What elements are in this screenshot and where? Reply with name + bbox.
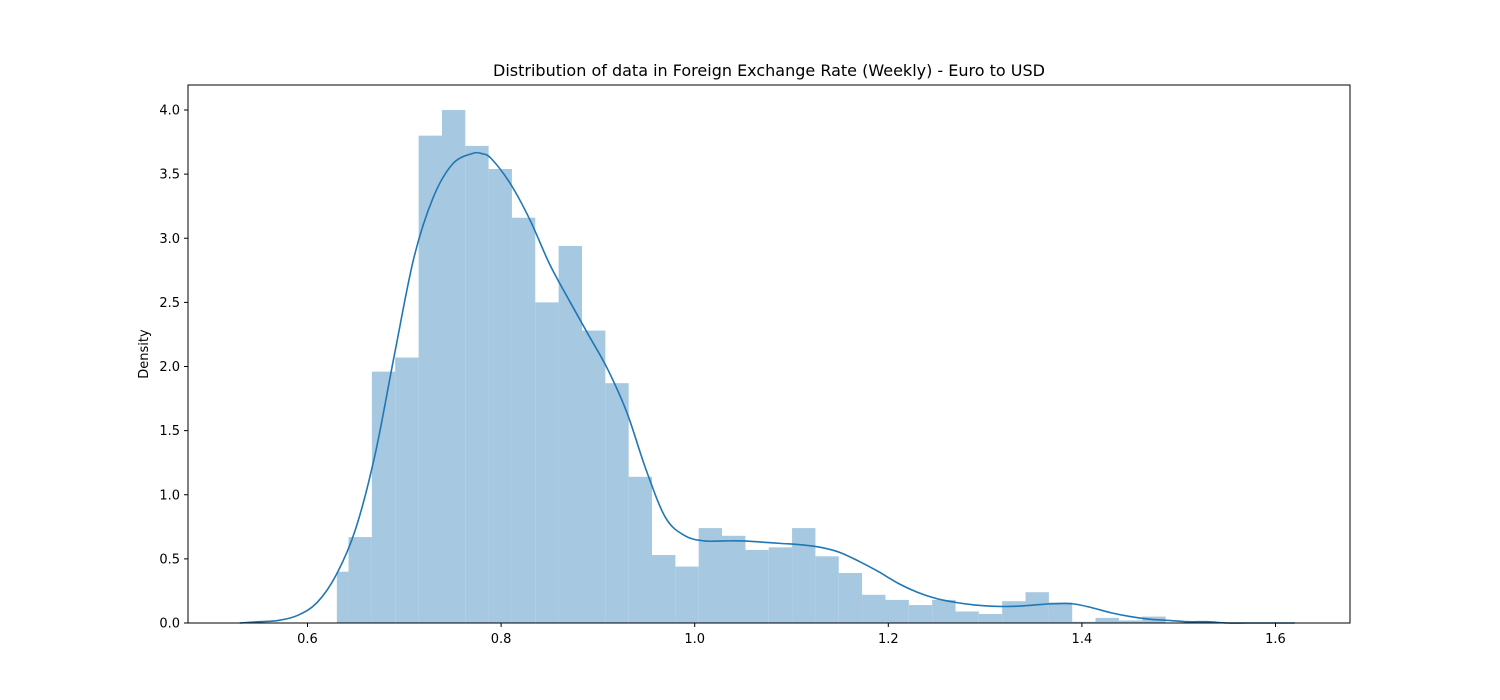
y-tick-label: 1.5 [159, 424, 180, 439]
histogram-bar [488, 169, 512, 623]
histogram-bar [535, 302, 559, 624]
histogram-bar [722, 535, 746, 623]
histogram-bar [511, 217, 536, 624]
y-tick-label: 2.5 [159, 296, 180, 311]
histogram-bar [932, 599, 956, 623]
histogram-bar [418, 135, 442, 623]
histogram-bar [336, 571, 349, 623]
x-tick-label: 1.6 [1265, 632, 1286, 647]
histogram-bar [465, 145, 489, 623]
histogram-bar [582, 330, 606, 623]
histogram-bar [815, 556, 839, 623]
y-axis-label: Density [137, 329, 152, 379]
y-tick-label: 4.0 [159, 104, 180, 119]
histogram-bar [1002, 601, 1026, 623]
histogram-bar [955, 611, 979, 623]
y-axis-ticks: 0.0 0.5 1.0 1.5 2.0 2.5 3.0 3.5 4.0 [159, 104, 188, 632]
histogram-bar [348, 537, 372, 623]
x-tick-label: 1.4 [1072, 632, 1093, 647]
y-tick-label: 0.0 [159, 617, 180, 632]
histogram-bar [1072, 621, 1096, 623]
histogram-bar [885, 599, 909, 623]
y-tick-label: 3.0 [159, 232, 180, 247]
histogram-bar [908, 605, 933, 623]
y-tick-label: 1.0 [159, 488, 180, 503]
histogram-bar [675, 566, 699, 623]
plot-area-frame [187, 84, 1351, 624]
histogram-bar [1025, 592, 1049, 623]
y-tick-label: 3.5 [159, 168, 180, 183]
y-tick-label: 0.5 [159, 552, 180, 567]
histogram-bar [838, 572, 863, 623]
x-tick-label: 0.8 [491, 632, 512, 647]
chart-title: Distribution of data in Foreign Exchange… [493, 61, 1045, 80]
x-axis-ticks: 0.6 0.8 1.0 1.2 1.4 1.6 [297, 623, 1286, 647]
y-tick-label: 2.0 [159, 360, 180, 375]
histogram-bar [1118, 620, 1143, 623]
histogram-bar [652, 555, 676, 623]
histogram-bar [978, 614, 1003, 623]
histogram-bar [698, 528, 722, 623]
histogram-bar [1095, 617, 1119, 623]
kde-curve-layer [239, 151, 1295, 624]
kde-line [239, 151, 1295, 624]
histogram-bar [441, 110, 466, 623]
histogram-bar [745, 549, 769, 623]
x-tick-label: 1.2 [878, 632, 899, 647]
x-tick-label: 1.0 [684, 632, 705, 647]
histogram-bar [862, 594, 886, 623]
histogram-bar [628, 476, 653, 623]
histogram-bar [605, 383, 629, 623]
histogram-bar [792, 528, 816, 623]
histogram-bars [336, 110, 1166, 624]
x-tick-label: 0.6 [297, 632, 318, 647]
histogram-bar [1048, 602, 1073, 623]
histogram-bar [768, 547, 793, 623]
histogram-bar [395, 357, 419, 623]
histogram-bar [558, 245, 583, 623]
histogram-bar [371, 371, 396, 623]
